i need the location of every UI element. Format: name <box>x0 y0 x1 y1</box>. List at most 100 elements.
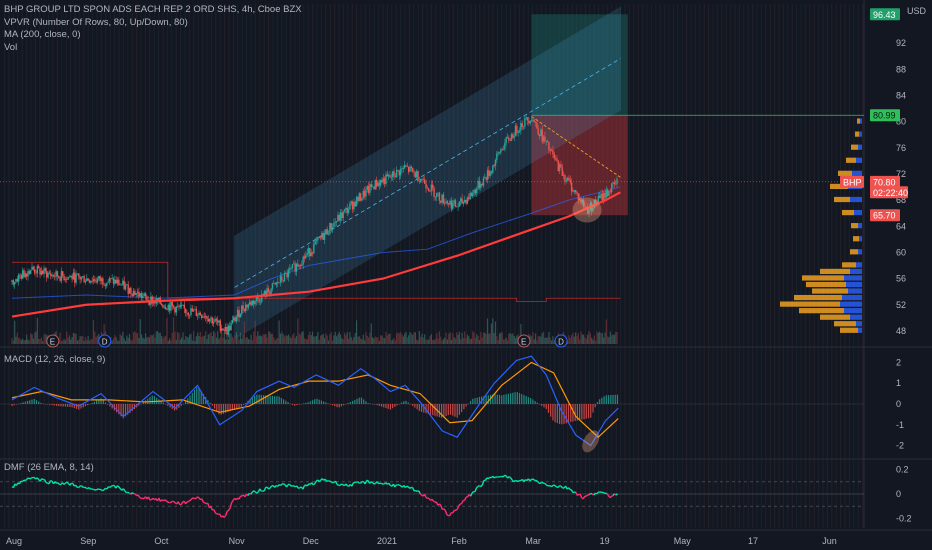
volume-bar <box>257 331 259 344</box>
dmf-segment <box>69 482 72 486</box>
candle-body <box>509 140 511 141</box>
dmf-segment <box>458 503 461 507</box>
candle-body <box>112 278 115 284</box>
volume-bar <box>500 332 502 344</box>
candle-body <box>237 310 239 317</box>
macd-histogram-bar <box>556 404 558 424</box>
volume-profile-bar <box>812 288 848 294</box>
dmf-segment <box>39 478 43 482</box>
volume-bar <box>465 338 467 344</box>
candle-body <box>445 201 447 204</box>
dmf-segment <box>531 478 534 481</box>
candle-body <box>610 183 613 193</box>
dmf-segment <box>228 507 231 511</box>
macd-histogram-bar <box>345 404 347 405</box>
volume-bar <box>201 336 203 344</box>
volume-bar <box>299 334 302 344</box>
currency-label[interactable]: USD <box>906 6 926 16</box>
volume-bar <box>185 335 187 344</box>
volume-bar <box>326 335 328 344</box>
macd-histogram-bar <box>73 404 75 409</box>
volume-bar <box>486 318 489 344</box>
candle-body <box>126 284 128 285</box>
vpvr-indicator-label[interactable]: VPVR (Number Of Rows, 80, Up/Down, 80) <box>4 16 188 28</box>
macd-legend[interactable]: MACD (12, 26, close, 9) <box>4 354 106 365</box>
volume-bar <box>301 331 303 344</box>
session-stripe <box>408 4 410 528</box>
dmf-segment <box>486 477 489 480</box>
volume-bar <box>166 317 168 344</box>
vol-indicator-label[interactable]: Vol <box>4 41 18 53</box>
macd-histogram-bar <box>398 404 400 405</box>
macd-histogram-bar <box>601 397 603 404</box>
volume-bar <box>536 340 538 344</box>
candle-body <box>47 272 49 278</box>
dmf-segment <box>507 476 510 479</box>
session-stripe <box>100 4 102 528</box>
dmf-segment <box>298 487 301 490</box>
candle-body <box>143 293 145 296</box>
time-axis-tick: 17 <box>748 536 758 546</box>
volume-bar <box>84 337 87 344</box>
macd-histogram-bar <box>445 404 447 417</box>
candle-body <box>216 320 219 323</box>
macd-histogram-bar <box>452 404 454 416</box>
macd-histogram-bar <box>42 403 44 405</box>
macd-histogram-bar <box>472 398 474 404</box>
candle-body <box>58 276 60 278</box>
candle-body <box>36 266 39 274</box>
candle-body <box>70 275 72 278</box>
ma-indicator-label[interactable]: MA (200, close, 0) <box>4 29 81 40</box>
macd-histogram-bar <box>111 404 113 409</box>
dmf-segment <box>210 506 213 511</box>
volume-bar <box>230 333 232 344</box>
macd-signal-line <box>11 361 619 439</box>
session-stripe <box>523 4 525 528</box>
dmf-axis-tick: 0 <box>896 489 901 499</box>
dmf-segment <box>569 488 572 491</box>
candle-body <box>127 284 129 294</box>
candle-body <box>243 309 246 311</box>
candle-body <box>138 291 140 297</box>
macd-histogram-bar <box>547 404 550 413</box>
dmf-segment <box>23 479 26 482</box>
session-stripe <box>672 4 674 528</box>
dmf-segment <box>510 477 513 481</box>
volume-bar <box>42 340 44 344</box>
candle-body <box>56 271 59 277</box>
session-stripe <box>48 4 50 528</box>
candle-body <box>405 165 407 167</box>
macd-histogram-bar <box>213 404 216 409</box>
session-stripe <box>96 4 98 528</box>
time-axis-tick: Oct <box>154 536 169 546</box>
dmf-segment <box>321 478 325 481</box>
dmf-segment <box>212 508 215 511</box>
macd-histogram-bar <box>494 394 496 404</box>
session-stripe <box>554 4 556 528</box>
price-axis-tick: 84 <box>896 91 906 101</box>
candle-body <box>28 271 31 274</box>
candle-body <box>245 304 247 311</box>
dmf-legend[interactable]: DMF (26 EMA, 8, 14) <box>4 462 94 473</box>
price-label-badge <box>870 8 900 21</box>
candle-body <box>212 321 215 324</box>
candle-body <box>407 166 410 172</box>
candle-body <box>448 203 450 205</box>
volume-bar <box>489 333 491 344</box>
volume-bar <box>198 335 200 344</box>
macd-histogram-bar <box>550 404 552 417</box>
candle-body <box>473 189 475 193</box>
symbol-title[interactable]: BHP GROUP LTD SPON ADS EACH REP 2 ORD SH… <box>4 4 302 15</box>
session-stripe <box>633 4 635 528</box>
macd-histogram-bar <box>51 404 53 406</box>
price-axis-tick: 72 <box>896 169 906 179</box>
session-stripe <box>342 4 344 528</box>
candle-body <box>528 120 530 124</box>
volume-bar <box>568 335 570 344</box>
price-axis-tick: 80 <box>896 117 906 127</box>
macd-histogram-bar <box>285 400 287 404</box>
volume-bar <box>587 334 589 344</box>
candle-body <box>162 304 164 308</box>
